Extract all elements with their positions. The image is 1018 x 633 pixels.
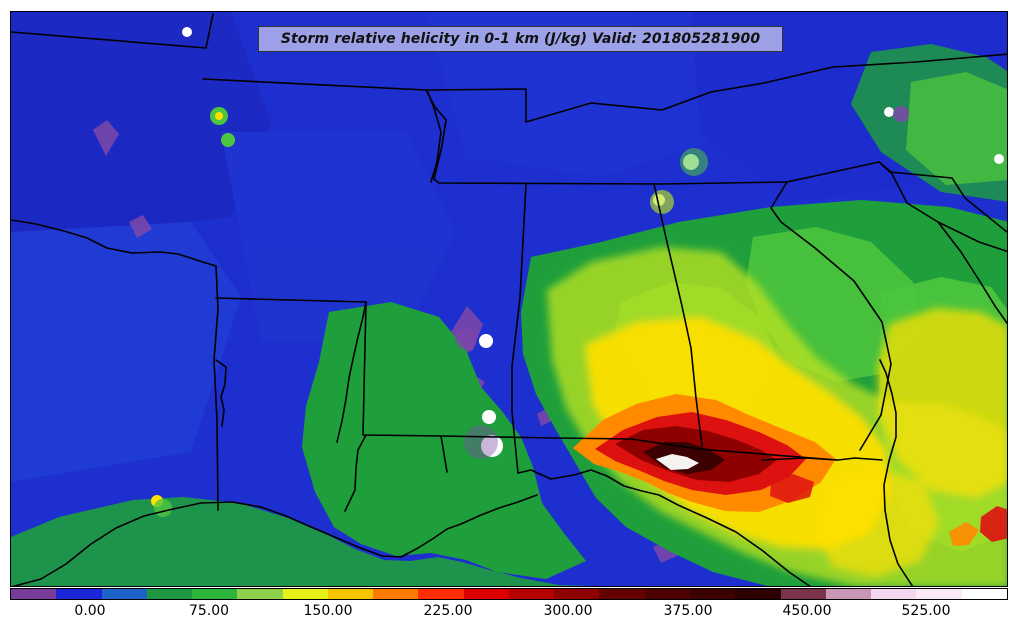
colorbar-tick-label: 375.00 (663, 603, 713, 619)
colorbar-swatch-10 (418, 589, 464, 599)
colorbar (10, 588, 1008, 600)
colorbar-swatch-6 (237, 589, 283, 599)
colorbar-swatch-9 (373, 589, 419, 599)
helicity-map (11, 12, 1007, 586)
colorbar-swatch-3 (101, 589, 147, 599)
colorbar-swatch-22 (961, 589, 1007, 599)
colorbar-tick-label: 525.00 (901, 603, 951, 619)
colorbar-swatch-14 (599, 589, 645, 599)
colorbar-tick-label: 300.00 (543, 603, 593, 619)
colorbar-swatch-19 (825, 589, 872, 599)
colorbar-swatch-13 (554, 589, 600, 599)
colorbar-swatch-17 (735, 589, 781, 599)
colorbar-labels: 0.00 75.00 150.00 225.00 300.00 375.00 4… (10, 601, 1008, 627)
map-panel: Storm relative helicity in 0-1 km (J/kg)… (10, 11, 1008, 587)
colorbar-swatch-2 (56, 589, 102, 599)
colorbar-swatch-15 (644, 589, 690, 599)
storm-core (573, 394, 1007, 546)
map-title: Storm relative helicity in 0-1 km (J/kg)… (258, 26, 783, 52)
colorbar-tick-label: 75.00 (188, 603, 230, 619)
small-features (151, 27, 1004, 517)
colorbar-tick-label: 150.00 (303, 603, 353, 619)
colorbar-swatch-12 (508, 589, 555, 599)
helicity-shield (547, 247, 1007, 586)
colorbar-swatch-11 (463, 589, 509, 599)
map-boundaries (11, 13, 1007, 586)
colorbar-swatch-4 (146, 589, 193, 599)
colorbar-swatch-20 (871, 589, 917, 599)
colorbar-tick-label: 225.00 (423, 603, 473, 619)
colorbar-swatch-16 (689, 589, 736, 599)
colorbar-swatch-8 (327, 589, 374, 599)
colorbar-swatch-7 (282, 589, 328, 599)
colorbar-swatch-5 (192, 589, 238, 599)
colorbar-swatch-21 (916, 589, 962, 599)
colorbar-tick-label: 0.00 (74, 603, 106, 619)
colorbar-swatch-1 (11, 589, 57, 599)
colorbar-swatch-18 (780, 589, 826, 599)
colorbar-tick-label: 450.00 (782, 603, 832, 619)
